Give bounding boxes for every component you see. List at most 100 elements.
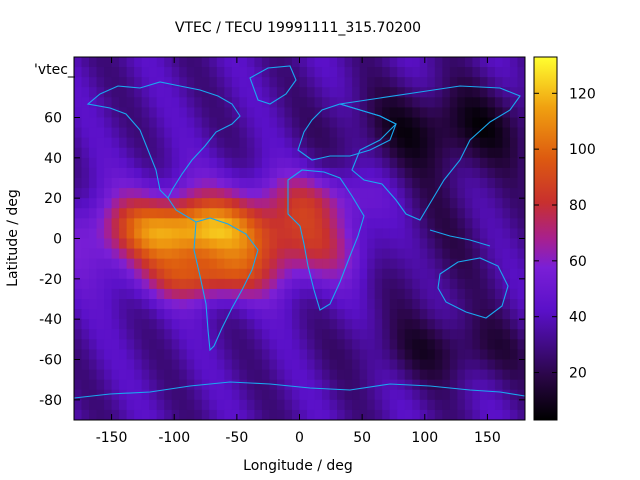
heatmap-cell: [494, 379, 504, 391]
heatmap-cell: [479, 147, 489, 159]
heatmap-cell: [449, 349, 458, 361]
heatmap-cell: [457, 157, 466, 169]
heatmap-cell: [291, 97, 301, 109]
heatmap-cell: [276, 137, 286, 149]
heatmap-cell: [239, 278, 248, 290]
heatmap-cell: [404, 319, 413, 330]
heatmap-cell: [246, 127, 255, 139]
heatmap-cell: [216, 389, 225, 401]
heatmap-cell: [329, 399, 338, 411]
heatmap-cell: [509, 57, 519, 68]
heatmap-cell: [261, 178, 271, 189]
heatmap-cell: [261, 319, 271, 330]
heatmap-cell: [171, 67, 180, 78]
heatmap-cell: [412, 369, 421, 381]
heatmap-cell: [314, 147, 323, 159]
heatmap-cell: [307, 278, 316, 290]
heatmap-cell: [412, 349, 421, 361]
heatmap-cell: [472, 178, 481, 189]
heatmap-cell: [134, 208, 143, 219]
heatmap-cell: [389, 198, 398, 209]
heatmap-cell: [427, 238, 436, 250]
heatmap-cell: [141, 248, 150, 260]
heatmap-cell: [156, 349, 165, 361]
heatmap-cell: [359, 309, 368, 320]
heatmap-cell: [464, 339, 473, 351]
heatmap-cell: [269, 107, 278, 119]
heatmap-cell: [307, 288, 316, 300]
heatmap-cell: [239, 329, 248, 340]
heatmap-cell: [239, 97, 248, 109]
heatmap-cell: [111, 268, 120, 280]
heatmap-cell: [179, 238, 188, 250]
heatmap-cell: [164, 97, 173, 109]
heatmap-cell: [419, 278, 428, 290]
heatmap-cell: [434, 97, 443, 109]
heatmap-cell: [367, 359, 376, 371]
heatmap-cell: [434, 238, 443, 250]
heatmap-cell: [134, 379, 143, 391]
heatmap-cell: [367, 288, 376, 300]
heatmap-cell: [434, 309, 443, 320]
heatmap-cell: [254, 157, 263, 169]
heatmap-cell: [449, 399, 458, 411]
heatmap-cell: [344, 339, 353, 351]
heatmap-cell: [517, 117, 525, 129]
heatmap-cell: [246, 57, 255, 68]
heatmap-cell: [291, 157, 301, 169]
heatmap-cell: [299, 278, 308, 290]
heatmap-cell: [186, 167, 195, 179]
heatmap-cell: [276, 409, 286, 420]
heatmap-cell: [412, 309, 421, 320]
heatmap-cell: [359, 178, 368, 189]
heatmap-cell: [412, 238, 421, 250]
heatmap-cell: [134, 319, 143, 330]
heatmap-cell: [239, 309, 248, 320]
heatmap-cell: [367, 107, 376, 119]
heatmap-cell: [231, 248, 240, 260]
heatmap-cell: [246, 379, 255, 391]
heatmap-cell: [517, 97, 525, 109]
heatmap-cell: [359, 339, 368, 351]
heatmap-cell: [494, 349, 504, 361]
heatmap-cell: [487, 218, 496, 230]
heatmap-cell: [352, 258, 361, 270]
heatmap-cell: [201, 127, 210, 139]
heatmap-cell: [254, 188, 263, 199]
heatmap-cell: [231, 97, 240, 109]
heatmap-cell: [509, 238, 519, 250]
heatmap-cell: [194, 198, 203, 209]
heatmap-cell: [194, 238, 203, 250]
heatmap-cell: [276, 248, 286, 260]
heatmap-cell: [389, 369, 398, 381]
heatmap-cell: [291, 319, 301, 330]
heatmap-cell: [352, 359, 361, 371]
heatmap-cell: [284, 77, 293, 88]
heatmap-cell: [457, 288, 466, 300]
heatmap-cell: [291, 309, 301, 320]
heatmap-cell: [111, 278, 120, 290]
heatmap-cell: [104, 238, 113, 250]
heatmap-cell: [404, 157, 413, 169]
heatmap-cell: [299, 258, 308, 270]
heatmap-cell: [261, 188, 271, 199]
heatmap-cell: [517, 228, 525, 240]
heatmap-cell: [276, 309, 286, 320]
heatmap-cell: [104, 127, 113, 139]
heatmap-cell: [307, 379, 316, 391]
heatmap-cell: [261, 117, 271, 129]
heatmap-cell: [81, 198, 90, 209]
colorbar-tick-label: 100: [569, 142, 596, 158]
heatmap-cell: [389, 309, 398, 320]
heatmap-cell: [509, 359, 519, 371]
heatmap-cell: [209, 288, 218, 300]
heatmap-cell: [246, 208, 255, 219]
heatmap-cell: [457, 127, 466, 139]
heatmap-cell: [314, 157, 323, 169]
heatmap-cell: [509, 339, 519, 351]
heatmap-cell: [427, 379, 436, 391]
heatmap-cell: [509, 147, 519, 159]
heatmap-cell: [171, 117, 180, 129]
heatmap-cell: [171, 167, 180, 179]
heatmap-cell: [487, 288, 496, 300]
